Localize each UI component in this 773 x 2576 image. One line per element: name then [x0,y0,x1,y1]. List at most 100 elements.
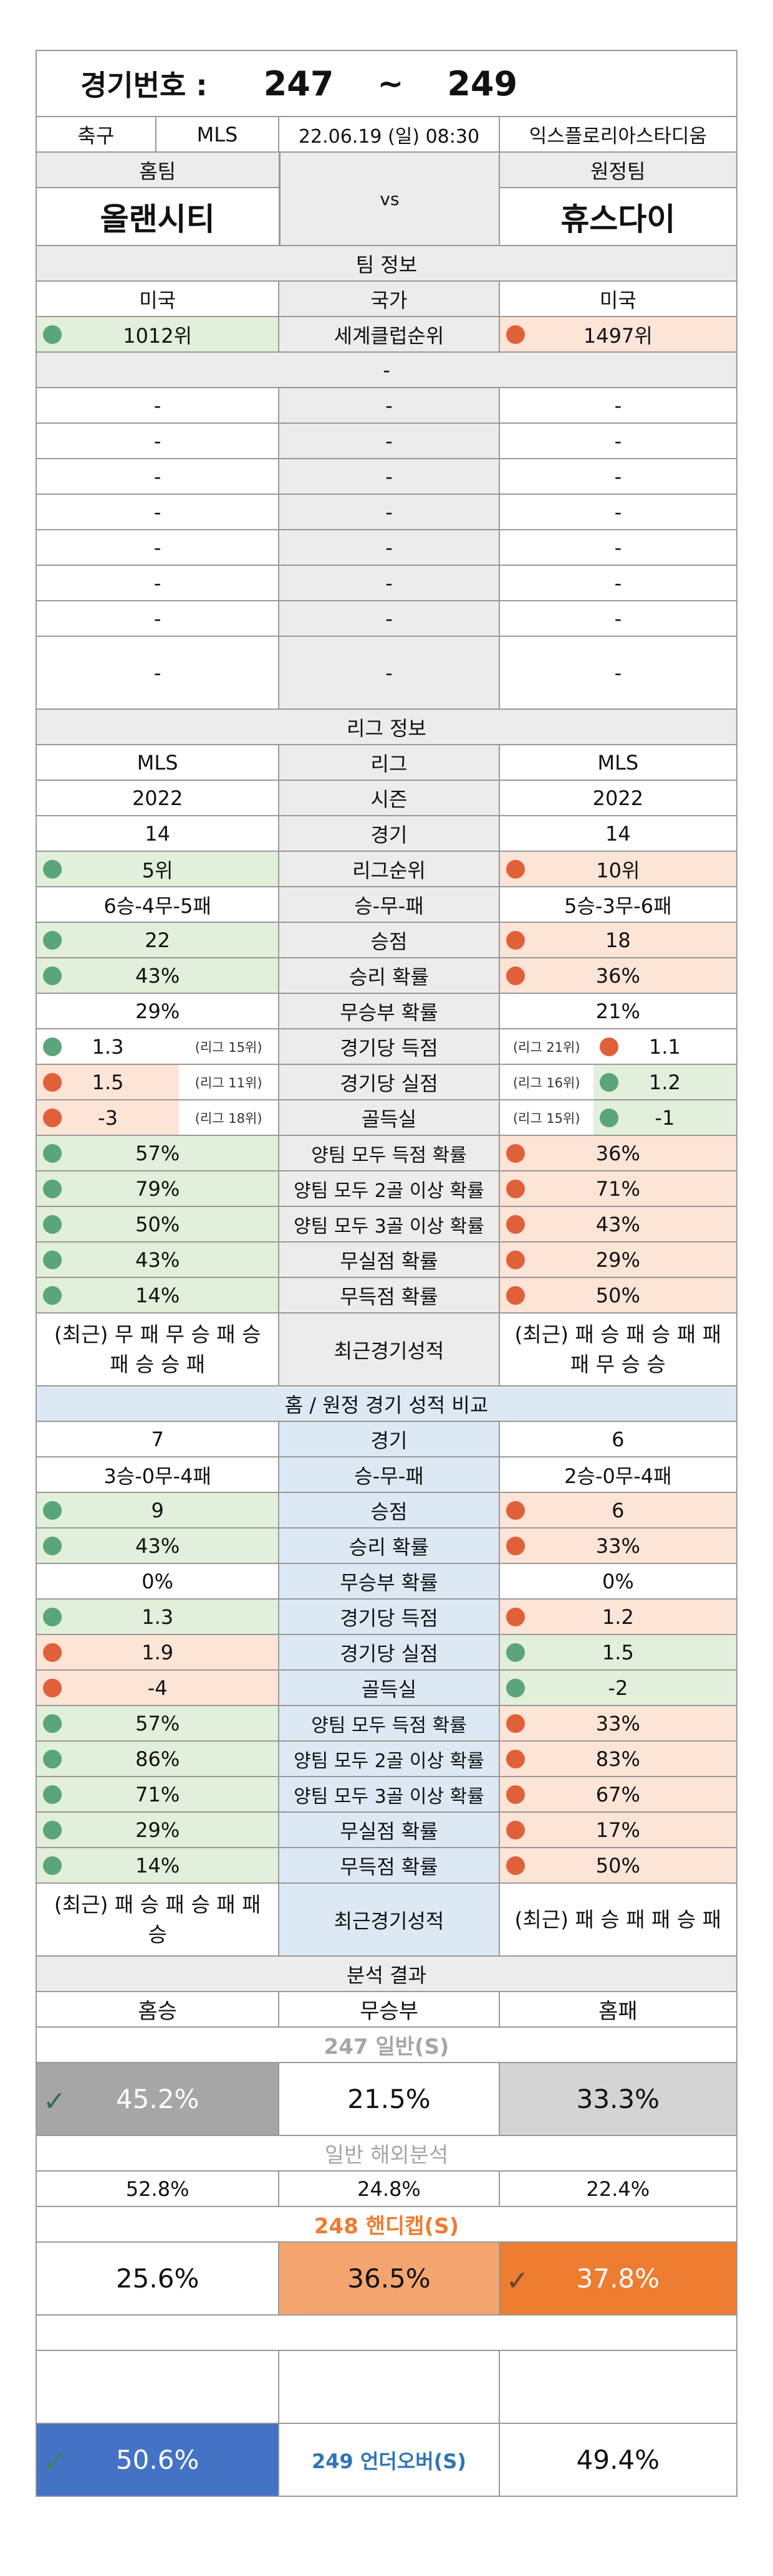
league-info-clean-away: 29% [499,1243,738,1278]
home-loss-header: 홈패 [499,1992,738,2028]
red-dot-icon [506,1820,525,1839]
homeaway-goal-diff-home: -4 [37,1671,280,1706]
league-info-goals-for-away: (리그 21위) 1.1 [499,1029,738,1065]
league-info-record-home-value: 6승-4무-5패 [103,894,211,918]
league-info-recent-away: (최근) 패 승 패 승 패 패 패 무 승 승 [499,1314,737,1386]
league-info-win-rate-away: 36% [499,958,738,994]
green-dot-icon [43,1749,62,1768]
league-info-league-home-value: MLS [137,750,178,775]
homeaway-btts-away: 33% [499,1706,738,1742]
league-info-win-rate-home: 43% [37,958,280,994]
home-team-name: 올랜시티 [37,188,280,246]
home-club-rank-value: 1012위 [123,323,193,348]
dash-away: - [499,530,738,566]
league-info-draw-rate-home: 29% [37,994,280,1029]
league-info-league-label: 리그 [279,745,500,781]
general-draw: 21.5% [279,2063,500,2136]
dash-label: - [279,459,500,495]
league-info-record-away: 5승-3무-6패 [499,887,738,923]
league-info-league-home: MLS [37,745,280,781]
team-info-dash-row: --- [36,566,738,601]
datetime-cell: 22.06.19 (일) 08:30 [279,117,500,153]
away-club-rank: 1497위 [499,317,738,353]
dash-label: - [279,424,500,459]
match-number-from: 247 [263,64,334,103]
country-label: 국가 [279,282,500,317]
league-info-points-away-value: 18 [605,928,631,952]
league-info-win-rate-home-value: 43% [135,963,180,988]
red-dot-icon [506,1785,525,1804]
league-info-draw-rate-home-value: 29% [135,999,180,1023]
league_info-row-btts: 57% 양팀 모두 득점 확률 36% [36,1136,738,1171]
homeaway-btts2-label: 양팀 모두 2골 이상 확률 [279,1742,500,1777]
league-info-noscore-away: 50% [499,1278,738,1314]
league-info-goals-against-away-number: 1.2 [648,1070,681,1094]
team-info-dash-row: --- [36,495,738,530]
green-dot-icon [43,1714,62,1733]
homeaway-btts2-away: 83% [499,1742,738,1777]
homeaway-goals-against-away-value: 1.5 [602,1640,634,1664]
away-team-name: 휴스다이 [499,188,737,246]
homeaway-row-noscore: 14% 무득점 확률 50% [36,1848,738,1884]
league-info-games-home-value: 14 [145,821,171,846]
dash-home: - [37,637,280,710]
red-dot-icon [506,1607,525,1626]
analysis-title: 분석 결과 [37,1957,737,1992]
team-info-dash-row: --- [36,388,738,424]
dash-away: - [499,459,738,495]
homeaway-win-rate-home: 43% [37,1529,280,1564]
green-dot-icon [43,1500,62,1520]
vs-label: vs [279,153,500,246]
match-number-label: 경기번호 : [80,69,208,102]
homeaway-goals-against-home-value: 1.9 [142,1640,174,1664]
league-info-points-home-value: 22 [145,928,171,952]
homeaway-btts2-home: 86% [37,1742,280,1777]
league-info-games-away: 14 [499,816,738,852]
league-info-league-away: MLS [499,745,738,781]
homeaway-goals-for-home-value: 1.3 [142,1605,174,1629]
league-info-goals-for-label: 경기당 득점 [279,1029,500,1065]
homeaway-record-away-value: 2승-0무-4패 [564,1464,672,1488]
overseas-away: 22.4% [499,2172,738,2207]
league-info-recent-home: (최근) 무 패 무 승 패 승 패 승 승 패 [37,1314,280,1386]
homeaway-btts2-home-value: 86% [135,1747,180,1771]
league-info-games-home: 14 [37,816,280,852]
league-info-goal-diff-away-number: -1 [655,1105,675,1130]
home-team-block: 홈팀 올랜시티 [37,153,280,246]
league-info-goals-against-home-number: 1.5 [92,1070,124,1094]
league-info-goals-against-away-rank: (리그 16위) [499,1065,593,1099]
homeaway-points-away: 6 [499,1493,738,1529]
check-icon: ✓ [43,2085,66,2117]
green-dot-icon [43,1214,62,1234]
league_info-row-goals_for: 1.3 (리그 15위) 경기당 득점 (리그 21위) 1.1 [36,1029,738,1065]
red-dot-icon [506,1714,525,1733]
league-info-goal-diff-home: -3 (리그 18위) [37,1100,280,1136]
green-dot-icon [43,1179,62,1198]
dash-label: - [279,530,500,566]
league-info-season-away-value: 2022 [592,786,644,810]
homeaway-row-goals_against: 1.9 경기당 실점 1.5 [36,1635,738,1671]
league_info-row-games: 14 경기 14 [36,816,738,852]
blank-cell-left [37,2351,280,2424]
league-info-rank-away-value: 10위 [596,858,640,882]
league-info-rank-label: 리그순위 [279,852,500,887]
homeaway-row-recent: (최근) 패 승 패 승 패 패 승 최근경기성적 (최근) 패 승 패 패 승 패 [36,1884,737,1957]
league-info-btts2-home-value: 79% [135,1176,180,1201]
red-dot-icon [506,1286,525,1305]
league-info-record-label: 승-무-패 [279,887,500,923]
league-info-games-away-value: 14 [605,821,631,846]
away-country: 미국 [499,282,738,317]
sport-cell: 축구 [37,117,156,153]
league-info-noscore-home-value: 14% [135,1283,180,1307]
league-info-goals-for-away-value: 1.1 [593,1029,736,1064]
homeaway-points-home-value: 9 [151,1498,164,1522]
team-info-dash-row: --- [36,601,738,637]
league-info-btts2-label: 양팀 모두 2골 이상 확률 [279,1171,500,1207]
home-win-header: 홈승 [37,1992,280,2028]
homeaway-noscore-label: 무득점 확률 [279,1848,500,1884]
homeaway-noscore-away-value: 50% [595,1853,640,1877]
team-info-dash-row: - [37,353,737,388]
league-info-btts-home-value: 57% [135,1141,180,1165]
league_info-row-clean: 43% 무실점 확률 29% [36,1243,738,1278]
homeaway-goal-diff-away-value: -2 [608,1676,628,1700]
